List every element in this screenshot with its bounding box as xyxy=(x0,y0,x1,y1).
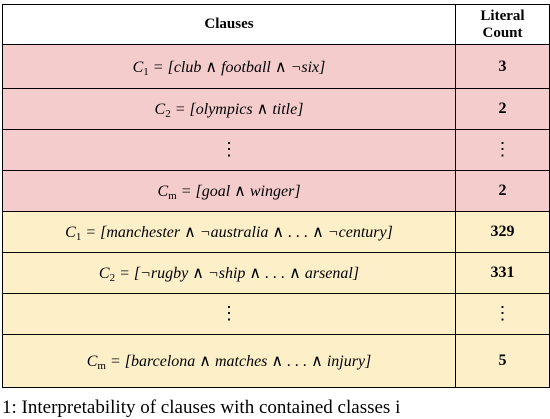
table-row: ⋮ ⋮ xyxy=(2,129,550,171)
clause-body: = [olympics ∧ title] xyxy=(174,101,304,118)
count-cell: ⋮ xyxy=(455,293,550,335)
count-cell: 3 xyxy=(455,44,550,89)
literal-count-header: Literal Count xyxy=(455,4,550,45)
clause-cell: C2 = [¬rugby ∧ ¬ship ∧ . . . ∧ arsenal] xyxy=(2,252,456,294)
literal-count-header-line1: Literal xyxy=(480,7,525,24)
count-cell: 331 xyxy=(455,252,550,294)
table-row: ⋮ ⋮ xyxy=(2,293,550,335)
clause-var: C xyxy=(65,224,76,241)
clause-sub: 1 xyxy=(75,231,82,243)
count-cell: ⋮ xyxy=(455,129,550,171)
count-cell: 5 xyxy=(455,334,550,388)
table-row: Cm = [barcelona ∧ matches ∧ . . . ∧ inju… xyxy=(2,334,550,388)
clause-cell: Cm = [barcelona ∧ matches ∧ . . . ∧ inju… xyxy=(2,334,456,388)
count-cell: 329 xyxy=(455,211,550,253)
clause-body: = [manchester ∧ ¬australia ∧ . . . ∧ ¬ce… xyxy=(85,224,393,241)
count-cell: 2 xyxy=(455,170,550,212)
clause-var: C xyxy=(98,265,110,282)
header-row: Clauses Literal Count xyxy=(2,4,550,45)
clause-body: = [goal ∧ winger] xyxy=(180,183,301,200)
clause-cell: C1 = [manchester ∧ ¬australia ∧ . . . ∧ … xyxy=(2,211,456,253)
table-row: C2 = [olympics ∧ title] 2 xyxy=(2,88,550,130)
clause-var: C xyxy=(154,101,166,118)
clause-sub: 1 xyxy=(143,65,149,78)
clause-cell: ⋮ xyxy=(2,129,456,171)
table-row: C1 = [manchester ∧ ¬australia ∧ . . . ∧ … xyxy=(2,211,550,253)
clause-var: C xyxy=(157,183,169,200)
clause-cell: Cm = [goal ∧ winger] xyxy=(2,170,456,212)
clause-sub: m xyxy=(168,190,177,202)
clause-body: = [¬rugby ∧ ¬ship ∧ . . . ∧ arsenal] xyxy=(119,265,360,282)
vdots: ⋮ xyxy=(493,139,512,159)
vdots: ⋮ xyxy=(493,303,512,323)
table-caption: 1: Interpretability of clauses with cont… xyxy=(2,397,401,418)
clause-sub: 2 xyxy=(109,272,116,284)
clause-cell: C2 = [olympics ∧ title] xyxy=(2,88,456,130)
clause-body: = [barcelona ∧ matches ∧ . . . ∧ injury] xyxy=(109,353,372,370)
clause-cell: ⋮ xyxy=(2,293,456,335)
clauses-table: Clauses Literal Count C1 = [club ∧ footb… xyxy=(2,4,550,388)
clause-body: = [club ∧ football ∧ ¬six] xyxy=(152,58,326,76)
literal-count-header-line2: Count xyxy=(482,24,523,41)
clause-sub: m xyxy=(97,360,106,372)
count-cell: 2 xyxy=(455,88,550,130)
clause-var: C xyxy=(132,58,144,76)
clause-sub: 2 xyxy=(165,108,171,120)
table-row: Cm = [goal ∧ winger] 2 xyxy=(2,170,550,212)
vdots: ⋮ xyxy=(220,303,238,323)
clause-var: C xyxy=(86,353,98,370)
table-row: C2 = [¬rugby ∧ ¬ship ∧ . . . ∧ arsenal] … xyxy=(2,252,550,294)
vdots: ⋮ xyxy=(220,139,238,159)
clauses-header: Clauses xyxy=(2,4,456,45)
clause-cell: C1 = [club ∧ football ∧ ¬six] xyxy=(2,44,456,89)
table-row: C1 = [club ∧ football ∧ ¬six] 3 xyxy=(2,44,550,89)
